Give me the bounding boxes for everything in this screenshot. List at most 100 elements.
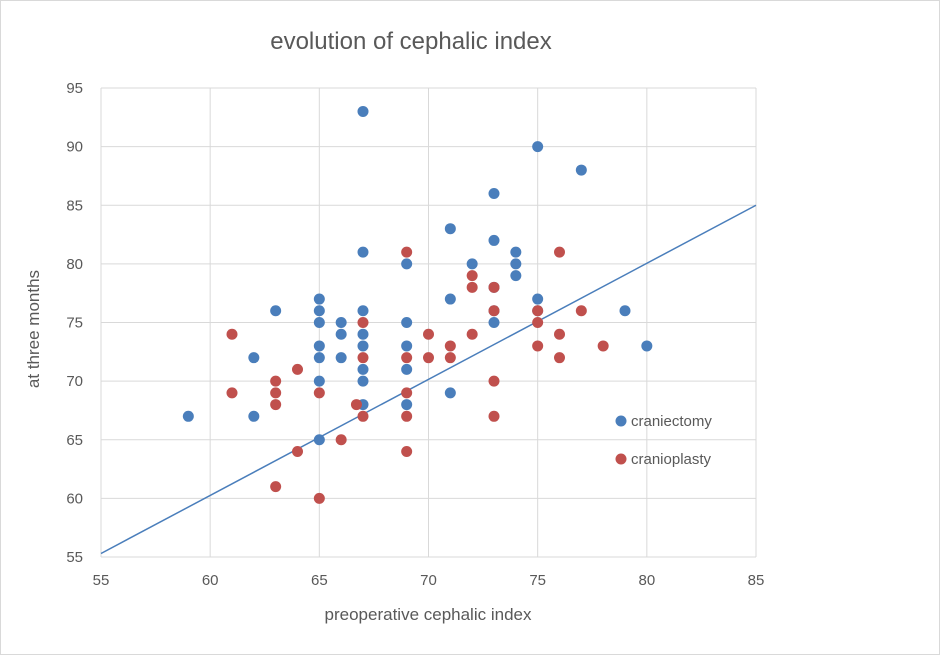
cranioplasty-point xyxy=(292,445,303,457)
craniectomy-point xyxy=(357,246,369,258)
cranioplasty-point xyxy=(488,410,500,422)
cranioplasty-point xyxy=(350,399,362,411)
trend-line xyxy=(100,204,757,555)
craniectomy-point xyxy=(313,305,325,317)
x-tick-label: 55 xyxy=(93,572,110,589)
reference-line xyxy=(100,204,757,555)
cranioplasty-point xyxy=(575,305,587,317)
craniectomy-point xyxy=(357,363,369,375)
craniectomy-point xyxy=(401,340,413,352)
y-axis-title: at three months xyxy=(24,270,43,388)
chart-title: evolution of cephalic index xyxy=(270,28,552,55)
legend-marker-craniectomy xyxy=(615,415,627,427)
x-tick-label: 75 xyxy=(529,572,546,589)
craniectomy-point xyxy=(401,317,413,328)
cranioplasty-point xyxy=(357,352,369,364)
y-tick-label: 75 xyxy=(66,315,83,332)
tick-labels: 55 60 65 70 75 80 85 55 60 65 70 75 80 85 90 95 xyxy=(66,80,764,589)
cranioplasty-point xyxy=(532,305,544,317)
y-tick-label: 70 xyxy=(66,373,83,390)
cranioplasty-point xyxy=(401,387,413,399)
cranioplasty-point xyxy=(444,340,456,352)
legend-marker-cranioplasty xyxy=(615,453,627,465)
craniectomy-point xyxy=(510,258,522,270)
y-tick-label: 65 xyxy=(66,432,83,449)
craniectomy-point xyxy=(619,305,631,317)
craniectomy-point xyxy=(575,164,587,176)
craniectomy-point xyxy=(270,305,282,317)
craniectomy-point xyxy=(466,258,478,270)
cranioplasty-point xyxy=(554,352,565,364)
legend: craniectomy cranioplasty xyxy=(615,413,712,468)
cranioplasty-point xyxy=(226,387,238,399)
craniectomy-point xyxy=(313,375,325,387)
craniectomy-point xyxy=(357,340,369,352)
cranioplasty-point xyxy=(313,387,325,399)
craniectomy-point xyxy=(641,340,653,352)
craniectomy-point xyxy=(444,223,456,235)
legend-label-cranioplasty: cranioplasty xyxy=(631,451,712,468)
y-tick-label: 80 xyxy=(66,256,83,273)
craniectomy-point xyxy=(313,434,325,446)
craniectomy-point xyxy=(401,258,413,270)
craniectomy-point xyxy=(335,317,347,328)
cranioplasty-point xyxy=(423,328,434,340)
craniectomy-point xyxy=(532,141,544,153)
craniectomy-point xyxy=(248,410,260,422)
cranioplasty-point xyxy=(423,352,434,364)
craniectomy-point xyxy=(357,105,369,117)
cranioplasty-point xyxy=(488,281,500,293)
cranioplasty-point xyxy=(270,387,282,399)
craniectomy-point xyxy=(335,352,347,364)
cranioplasty-point xyxy=(532,340,544,352)
cranioplasty-point xyxy=(401,246,413,258)
y-tick-label: 85 xyxy=(66,197,83,214)
craniectomy-point xyxy=(357,375,369,387)
craniectomy-point xyxy=(248,352,260,364)
craniectomy-point xyxy=(401,399,413,411)
x-tick-label: 65 xyxy=(311,572,328,589)
legend-label-craniectomy: craniectomy xyxy=(631,413,712,430)
cranioplasty-point xyxy=(335,434,347,446)
cranioplasty-point xyxy=(488,375,500,387)
cranioplasty-point xyxy=(401,352,413,364)
cranioplasty-point xyxy=(488,305,500,317)
x-tick-label: 85 xyxy=(748,572,765,589)
y-tick-label: 90 xyxy=(66,139,83,156)
cranioplasty-point xyxy=(444,352,456,364)
cranioplasty-point xyxy=(466,328,478,340)
series-craniectomy xyxy=(182,105,653,446)
cranioplasty-point xyxy=(554,246,565,258)
craniectomy-point xyxy=(532,293,544,305)
data-points xyxy=(182,105,653,504)
x-tick-label: 60 xyxy=(202,572,219,589)
craniectomy-point xyxy=(313,293,325,305)
craniectomy-point xyxy=(444,387,456,399)
craniectomy-point xyxy=(488,188,500,200)
cranioplasty-point xyxy=(466,281,478,293)
x-axis-title: preoperative cephalic index xyxy=(325,605,532,624)
cranioplasty-point xyxy=(226,328,238,340)
craniectomy-point xyxy=(313,340,325,352)
craniectomy-point xyxy=(313,317,325,328)
craniectomy-point xyxy=(510,270,522,282)
craniectomy-point xyxy=(510,246,522,258)
cranioplasty-point xyxy=(270,481,282,493)
gridlines xyxy=(100,87,757,558)
y-tick-label: 55 xyxy=(66,549,83,566)
cranioplasty-point xyxy=(357,317,369,328)
cranioplasty-point xyxy=(357,410,369,422)
y-tick-label: 95 xyxy=(66,80,83,97)
craniectomy-point xyxy=(357,305,369,317)
series-cranioplasty xyxy=(226,246,609,504)
cranioplasty-point xyxy=(313,492,325,504)
cranioplasty-point xyxy=(292,363,303,375)
craniectomy-point xyxy=(488,234,500,246)
cranioplasty-point xyxy=(554,328,565,340)
cranioplasty-point xyxy=(401,410,413,422)
craniectomy-point xyxy=(444,293,456,305)
cranioplasty-point xyxy=(532,317,544,328)
cranioplasty-point xyxy=(466,270,478,282)
